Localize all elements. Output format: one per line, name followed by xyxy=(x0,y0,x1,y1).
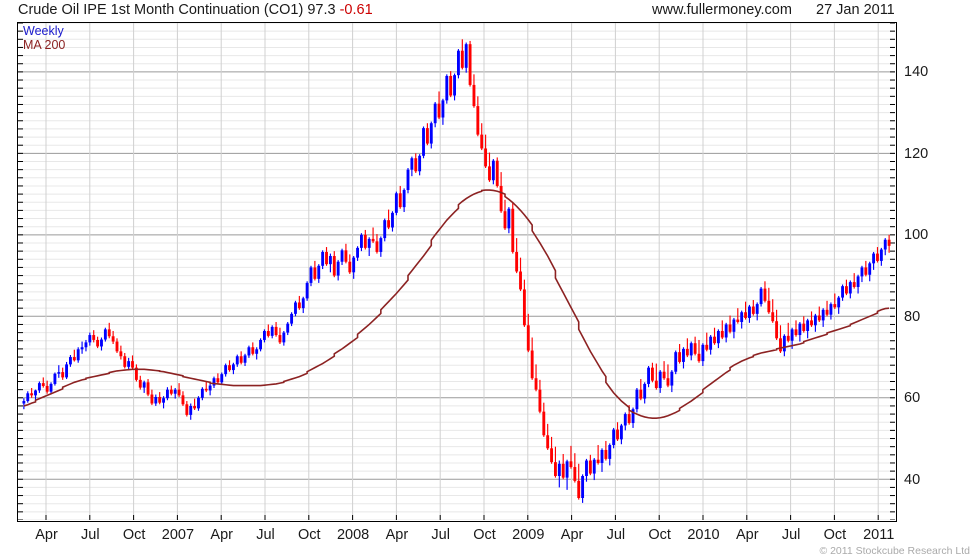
y-tick-label: 40 xyxy=(904,471,921,488)
last-price: 97.3 xyxy=(307,2,336,18)
x-tick-label: 2007 xyxy=(161,527,195,543)
legend-ma200: MA 200 xyxy=(23,38,66,52)
chart-series-layer xyxy=(22,39,891,503)
x-tick-label: Oct xyxy=(122,527,146,543)
copyright-notice: © 2011 Stockcube Research Ltd xyxy=(819,545,970,557)
chart-gridlines xyxy=(18,23,895,520)
chart-date: 27 Jan 2011 xyxy=(816,2,895,18)
x-tick-label: Apr xyxy=(35,527,58,543)
x-tick-label: Jul xyxy=(606,527,626,543)
x-tick-label: Jul xyxy=(81,527,100,543)
x-tick-label: Apr xyxy=(736,527,759,543)
x-tick-label: Apr xyxy=(210,527,233,543)
y-tick-label: 120 xyxy=(904,145,929,162)
y-tick-label: 60 xyxy=(904,390,921,407)
x-tick-label: Oct xyxy=(473,527,496,543)
x-tick-label: Apr xyxy=(385,527,409,543)
y-tick-label: 80 xyxy=(904,308,921,325)
x-tick-label: 2010 xyxy=(687,527,720,543)
price-chart-plot-area[interactable]: Weekly MA 200 xyxy=(17,22,897,522)
chart-title: Crude Oil IPE 1st Month Continuation (CO… xyxy=(18,2,373,20)
x-tick-label: Jul xyxy=(256,527,275,543)
x-tick-label: Jul xyxy=(781,527,801,543)
site-url: www.fullermoney.com xyxy=(652,2,792,18)
x-tick-label: Oct xyxy=(823,527,847,543)
legend-weekly: Weekly xyxy=(23,24,64,38)
x-tick-label: 2011 xyxy=(863,527,895,543)
x-tick-label: Apr xyxy=(560,527,584,543)
x-tick-label: Oct xyxy=(648,527,671,543)
x-tick-label: Jul xyxy=(431,527,450,543)
x-tick-label: 2008 xyxy=(336,527,370,543)
y-tick-label: 140 xyxy=(904,64,929,81)
y-tick-label: 100 xyxy=(904,227,929,244)
x-tick-label: Oct xyxy=(298,527,321,543)
price-change: -0.61 xyxy=(339,2,373,18)
x-tick-label: 2009 xyxy=(512,527,545,543)
instrument-name: Crude Oil IPE 1st Month Continuation (CO… xyxy=(18,2,304,18)
